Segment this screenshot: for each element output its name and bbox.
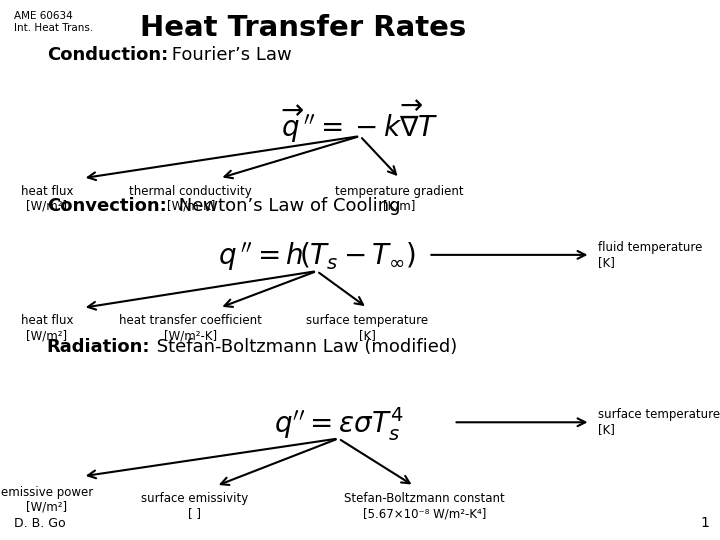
Text: surface emissivity
[ ]: surface emissivity [ ] <box>141 492 248 521</box>
Text: heat flux
[W/m²]: heat flux [W/m²] <box>21 185 73 213</box>
Text: surface temperature
[K]: surface temperature [K] <box>598 408 720 436</box>
Text: Newton’s Law of Cooling: Newton’s Law of Cooling <box>173 197 400 215</box>
Text: heat transfer coefficient
[W/m²-K]: heat transfer coefficient [W/m²-K] <box>120 314 262 342</box>
Text: Int. Heat Trans.: Int. Heat Trans. <box>14 23 94 33</box>
Text: Fourier’s Law: Fourier’s Law <box>166 46 292 64</box>
Text: Radiation:: Radiation: <box>47 338 150 355</box>
Text: Stefan-Boltzmann constant
[5.67×10⁻⁸ W/m²-K⁴]: Stefan-Boltzmann constant [5.67×10⁻⁸ W/m… <box>344 492 505 521</box>
Text: emissive power
[W/m²]: emissive power [W/m²] <box>1 486 93 514</box>
Text: temperature gradient
[K/m]: temperature gradient [K/m] <box>336 185 464 213</box>
Text: surface temperature
[K]: surface temperature [K] <box>306 314 428 342</box>
Text: Stefan-Boltzmann Law (modified): Stefan-Boltzmann Law (modified) <box>151 338 457 355</box>
Text: $q'' = \varepsilon\sigma T_s^4$: $q'' = \varepsilon\sigma T_s^4$ <box>274 405 403 443</box>
Text: fluid temperature
[K]: fluid temperature [K] <box>598 241 702 269</box>
Text: Convection:: Convection: <box>47 197 166 215</box>
Text: Heat Transfer Rates: Heat Transfer Rates <box>140 14 467 42</box>
Text: Conduction:: Conduction: <box>47 46 168 64</box>
Text: D. B. Go: D. B. Go <box>14 517 66 530</box>
Text: thermal conductivity
[W/m-K]: thermal conductivity [W/m-K] <box>130 185 252 213</box>
Text: 1: 1 <box>701 516 709 530</box>
Text: heat flux
[W/m²]: heat flux [W/m²] <box>21 314 73 342</box>
Text: $\overrightarrow{q}\,'' = -k\overrightarrow{\nabla}T$: $\overrightarrow{q}\,'' = -k\overrightar… <box>282 98 438 145</box>
Text: AME 60634: AME 60634 <box>14 11 73 21</box>
Text: $q\,'' = h\!\left(T_s - T_{\infty}\right)$: $q\,'' = h\!\left(T_s - T_{\infty}\right… <box>217 240 416 273</box>
